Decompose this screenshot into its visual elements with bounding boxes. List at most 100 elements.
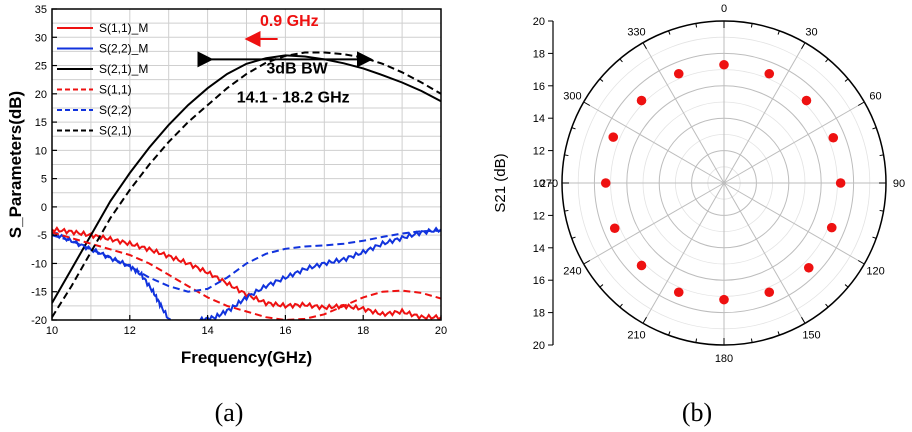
polar-point [801,95,812,106]
polar-angle-tick [668,331,671,336]
polar-point [826,222,837,233]
polar-angle-tick [619,58,623,63]
angle-tick-label: 0 [721,3,727,15]
polar-spoke [723,42,806,184]
legend: S(1,1)_M S(2,2)_M S(2,1)_M S(1,1) S(2,2) S(2,… [57,21,148,138]
polar-angle-tick [583,101,591,106]
y-axis-title: S_Parameters(dB) [6,91,25,238]
y-tick-label: 25 [35,61,47,73]
y-tick-label: -5 [37,230,47,242]
panel-label-b: (b) [682,398,712,427]
chart-b-polar: 0306090120150180210240270300330201816141… [492,3,905,427]
angle-tick-label: 180 [715,353,733,365]
radial-tick-label: 14 [533,113,545,125]
polar-angle-tick [872,236,877,239]
angle-tick-label: 330 [627,26,645,38]
legend-label: S(2,2)_M [99,42,148,56]
polar-point [636,95,647,106]
radial-tick-label: 20 [533,340,545,352]
polar-angle-tick [879,209,884,212]
polar-spoke [723,101,865,184]
legend-label: S(2,2) [99,103,132,117]
polar-spoke [583,101,725,184]
polar-spoke [723,182,865,265]
radial-tick-label: 16 [533,81,545,93]
polar-angle-tick [825,58,829,63]
x-tick-label: 12 [124,325,136,337]
polar-point [609,223,620,234]
y-tick-label: 20 [35,89,47,101]
polar-angle-tick [750,23,753,28]
y-tick-label: 5 [41,174,47,186]
polar-angle-tick [777,331,780,336]
angle-tick-label: 300 [563,91,581,103]
polar-y-axis-title: S21 (dB) [492,153,509,212]
polar-angle-tick [583,260,591,265]
legend-label: S(2,1)_M [99,62,148,76]
polar-angle-tick [695,338,698,343]
polar-angle-tick [857,260,865,265]
y-tick-label: 35 [35,4,47,16]
series-line-s-1-1-m [52,226,441,320]
panel-label-a: (a) [215,398,244,427]
polar-angle-tick [642,42,647,50]
annotation-0: 0.9 GHz [260,13,319,30]
polar-angle-tick [801,316,806,324]
polar-spoke [583,182,725,265]
polar-angle-tick [564,154,569,157]
y-tick-label: -10 [31,258,47,270]
polar-point [803,262,814,273]
annotation-1: 3dB BW [266,60,328,77]
series-line-s-2-2- [52,229,441,293]
angle-tick-label: 240 [563,266,581,278]
polar-point [719,59,729,70]
polar-angle-tick [571,127,576,130]
y-tick-label: -20 [31,315,47,327]
polar-angle-tick [857,101,865,106]
radial-tick-label: 18 [533,308,545,320]
polar-angle-tick [801,42,806,50]
polar-point [673,287,684,298]
angle-tick-label: 150 [802,330,820,342]
polar-spoke [642,42,725,184]
y-tick-label: 0 [41,202,47,214]
y-tick-label: 10 [35,145,47,157]
polar-angle-tick [619,303,623,308]
radial-tick-label: 18 [533,48,545,60]
y-tick-label: 15 [35,117,47,129]
polar-point [600,178,611,188]
polar-point [828,132,839,143]
polar-point [673,68,684,79]
x-tick-label: 18 [357,325,369,337]
polar-point [636,260,647,271]
polar-point [719,294,729,305]
polar-point [608,132,619,142]
polar-angle-tick [599,284,604,288]
angle-tick-label: 210 [627,330,645,342]
radial-tick-label: 14 [533,243,545,255]
radial-tick-label: 20 [533,16,545,28]
polar-angle-tick [668,30,671,35]
y-tick-label: 30 [35,32,47,44]
radial-tick-label: 16 [533,275,545,287]
polar-angle-tick [695,23,698,28]
polar-angle-tick [564,209,569,212]
legend-label: S(1,1) [99,83,132,97]
polar-point [835,178,846,188]
x-tick-label: 16 [279,325,291,337]
angle-tick-label: 60 [869,91,881,103]
legend-label: S(1,1)_M [99,21,148,35]
polar-angle-tick [879,154,884,157]
y-tick-label: -15 [31,287,47,299]
polar-point [764,287,775,298]
annotation-2: 14.1 - 18.2 GHz [237,89,350,106]
legend-label: S(2,1) [99,124,132,138]
radial-tick-label: 12 [533,146,545,158]
polar-angle-tick [750,338,753,343]
polar-angle-tick [825,303,829,308]
angle-tick-label: 30 [805,26,817,38]
x-tick-label: 20 [435,325,447,337]
series-line-s-1-1- [52,231,441,320]
polar-angle-tick [571,236,576,239]
